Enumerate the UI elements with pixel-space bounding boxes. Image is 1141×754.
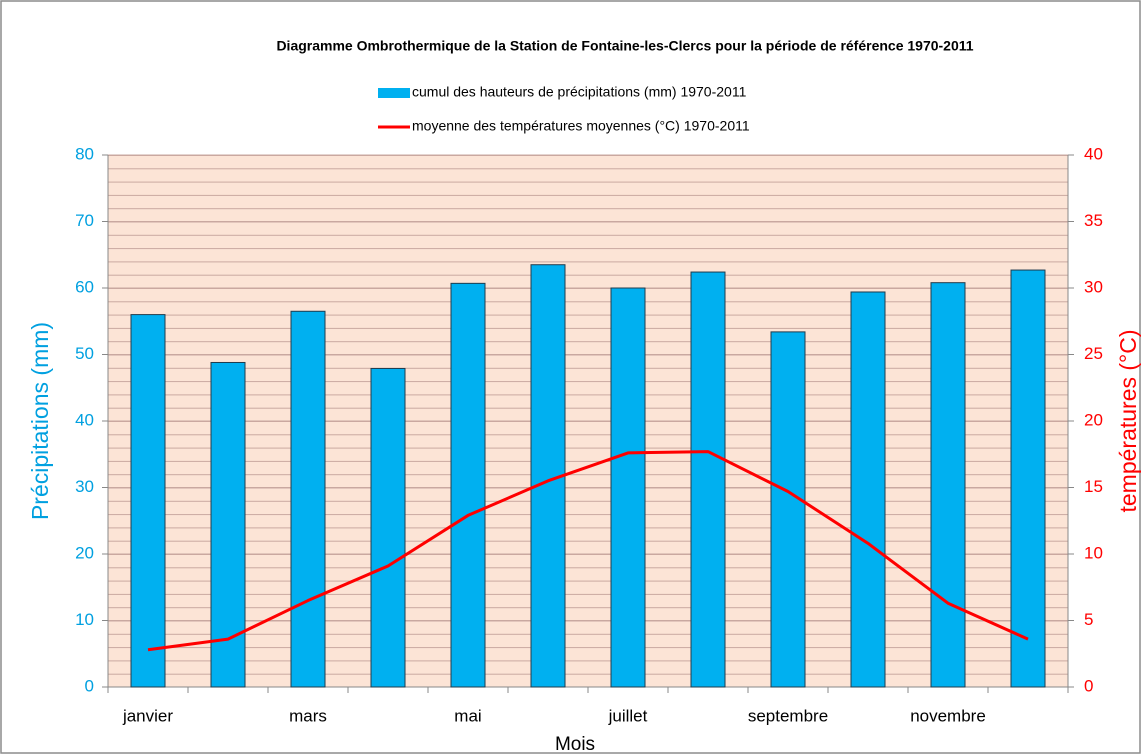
legend-label: moyenne des températures moyennes (°C) 1… bbox=[412, 118, 750, 134]
x-tick-label: mars bbox=[289, 706, 327, 725]
y-tick-label: 0 bbox=[85, 676, 94, 695]
y-tick-label: 80 bbox=[75, 144, 94, 163]
bar bbox=[690, 271, 726, 688]
bar bbox=[130, 314, 166, 688]
bar bbox=[850, 291, 886, 688]
y2-axis-title: températures (°C) bbox=[1115, 329, 1141, 512]
y2-tick-label: 0 bbox=[1084, 676, 1093, 695]
y2-tick-label: 40 bbox=[1084, 144, 1103, 163]
line bbox=[147, 450, 1029, 652]
y2-tick-label: 10 bbox=[1084, 543, 1103, 562]
y2-tick-label: 30 bbox=[1084, 277, 1103, 296]
y2-tick-label: 25 bbox=[1084, 344, 1103, 363]
x-tick-label: janvier bbox=[122, 706, 173, 725]
bar bbox=[610, 287, 646, 688]
bar bbox=[290, 310, 326, 688]
y2-tick-label: 5 bbox=[1084, 610, 1093, 629]
y2-tick-label: 35 bbox=[1084, 211, 1103, 230]
bar bbox=[450, 282, 486, 688]
y-tick-label: 30 bbox=[75, 477, 94, 496]
x-tick-label: mai bbox=[454, 706, 481, 725]
x-tick-label: septembre bbox=[748, 706, 828, 725]
y-axis-title: Précipitations (mm) bbox=[27, 322, 53, 520]
y-tick-label: 70 bbox=[75, 211, 94, 230]
y-tick-label: 10 bbox=[75, 610, 94, 629]
legend-label: cumul des hauteurs de précipitations (mm… bbox=[412, 84, 747, 100]
bar bbox=[1010, 269, 1046, 688]
y-tick-label: 40 bbox=[75, 410, 94, 429]
bar bbox=[770, 331, 806, 688]
y-tick-label: 60 bbox=[75, 277, 94, 296]
y-tick-label: 50 bbox=[75, 344, 94, 363]
bar bbox=[370, 367, 406, 688]
x-tick-label: novembre bbox=[910, 706, 986, 725]
legend-swatch bbox=[378, 88, 410, 98]
x-axis-title: Mois bbox=[555, 734, 595, 754]
chart-title: Diagramme Ombrothermique de la Station d… bbox=[276, 38, 973, 54]
bar bbox=[930, 282, 966, 688]
x-tick-label: juillet bbox=[608, 706, 648, 725]
y-tick-label: 20 bbox=[75, 543, 94, 562]
y2-tick-label: 20 bbox=[1084, 410, 1103, 429]
y2-tick-label: 15 bbox=[1084, 477, 1103, 496]
